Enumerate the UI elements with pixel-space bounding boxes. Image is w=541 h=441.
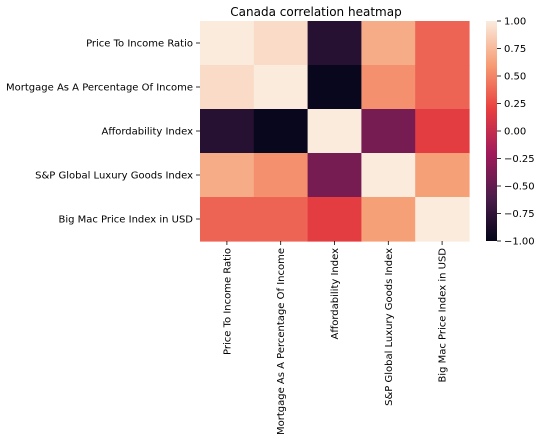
colorbar-tick-label-2: 0.50 bbox=[504, 72, 526, 83]
heatmap-cell-1-2 bbox=[307, 65, 362, 110]
heatmap-cell-2-3 bbox=[361, 109, 416, 154]
chart-title: Canada correlation heatmap bbox=[230, 5, 401, 19]
row-label-1: Mortgage As A Percentage Of Income bbox=[6, 83, 193, 94]
heatmap-cell-4-0 bbox=[200, 197, 255, 242]
heatmap-cell-4-4 bbox=[415, 197, 470, 242]
heatmap-cell-3-0 bbox=[200, 153, 255, 198]
heatmap-cell-1-3 bbox=[361, 65, 416, 110]
heatmap-cell-3-3 bbox=[361, 153, 416, 198]
heatmap-cell-0-0 bbox=[200, 21, 255, 66]
heatmap-cell-0-3 bbox=[361, 21, 416, 66]
colorbar-tick-label-8: −1.00 bbox=[504, 237, 535, 248]
colorbar-tick-label-3: 0.25 bbox=[504, 99, 526, 110]
colorbar-tick-label-6: −0.50 bbox=[504, 182, 535, 193]
column-label-2: Affordability Index bbox=[330, 248, 341, 340]
colorbar bbox=[486, 21, 497, 241]
heatmap-cell-4-2 bbox=[307, 197, 362, 242]
heatmap-cell-1-1 bbox=[253, 65, 309, 110]
row-labels: Price To Income Ratio Mortgage As A Perce… bbox=[6, 39, 200, 226]
colorbar-tick-label-1: 0.75 bbox=[504, 44, 526, 55]
heatmap-cell-3-1 bbox=[253, 153, 309, 198]
heatmap-cell-2-0 bbox=[200, 109, 255, 154]
heatmap-cell-3-4 bbox=[415, 153, 470, 198]
column-labels: Price To Income Ratio Mortgage As A Perce… bbox=[222, 241, 449, 435]
heatmap-cell-0-2 bbox=[307, 21, 362, 66]
heatmap-cell-4-3 bbox=[361, 197, 416, 242]
column-label-1: Mortgage As A Percentage Of Income bbox=[276, 248, 287, 435]
colorbar-ticks: 1.00 0.75 0.50 0.25 0.00 −0.25 −0.50 −0.75 −1.00 bbox=[497, 17, 535, 248]
colorbar-tick-label-7: −0.75 bbox=[504, 209, 535, 220]
column-label-0: Price To Income Ratio bbox=[222, 248, 233, 355]
heatmap-cell-2-2 bbox=[307, 109, 362, 154]
heatmap-cell-0-4 bbox=[415, 21, 470, 66]
row-label-0: Price To Income Ratio bbox=[86, 39, 193, 50]
heatmap-cell-1-4 bbox=[415, 65, 470, 110]
colorbar-tick-label-0: 1.00 bbox=[504, 17, 526, 28]
row-label-2: Affordability Index bbox=[102, 127, 194, 138]
heatmap-cell-3-2 bbox=[307, 153, 362, 198]
heatmap-cell-4-1 bbox=[253, 197, 309, 242]
row-label-3: S&P Global Luxury Goods Index bbox=[35, 171, 193, 182]
colorbar-tick-label-5: −0.25 bbox=[504, 154, 535, 165]
heatmap-cell-0-1 bbox=[253, 21, 309, 66]
column-label-4: Big Mac Price Index in USD bbox=[438, 248, 449, 383]
heatmap-cell-2-1 bbox=[253, 109, 309, 154]
heatmap-cells bbox=[200, 21, 470, 242]
heatmap-cell-2-4 bbox=[415, 109, 470, 154]
colorbar-tick-label-4: 0.00 bbox=[504, 127, 526, 138]
row-label-4: Big Mac Price Index in USD bbox=[58, 215, 193, 226]
column-label-3: S&P Global Luxury Goods Index bbox=[384, 248, 395, 406]
heatmap-cell-1-0 bbox=[200, 65, 255, 110]
